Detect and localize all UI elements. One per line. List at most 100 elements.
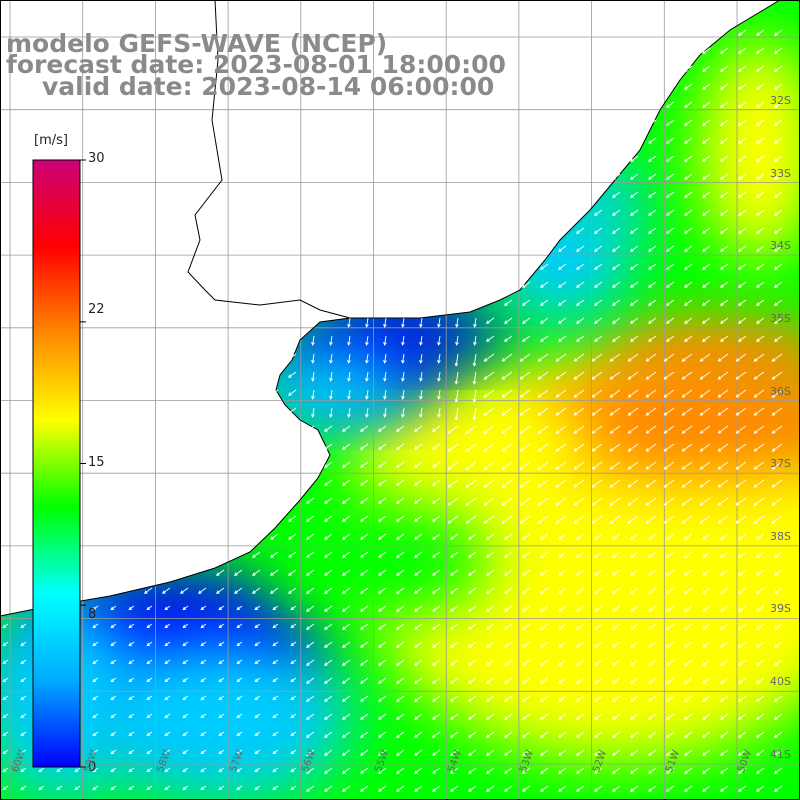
- wind-arrow: [593, 263, 603, 270]
- wind-arrow: [521, 335, 531, 342]
- wind-arrow: [683, 101, 693, 108]
- wind-arrow: [323, 551, 333, 558]
- wind-arrow: [611, 209, 621, 216]
- wind-arrow: [699, 443, 711, 452]
- wind-arrow: [593, 227, 603, 234]
- wind-arrow: [773, 731, 783, 738]
- wind-arrow: [377, 515, 387, 522]
- wind-arrow: [755, 191, 765, 198]
- wind-arrow: [665, 569, 675, 576]
- lat-label: 39S: [770, 602, 791, 615]
- wind-arrow: [629, 659, 639, 666]
- wind-arrow: [573, 443, 585, 452]
- wind-arrow: [699, 497, 711, 506]
- wind-arrow: [218, 659, 225, 665]
- wind-arrow: [737, 695, 747, 702]
- wind-arrow: [341, 587, 351, 594]
- wind-arrow: [341, 605, 351, 612]
- wind-arrow: [251, 587, 261, 594]
- wind-arrow: [483, 443, 495, 452]
- wind-arrow: [485, 767, 495, 774]
- wind-arrow: [341, 785, 351, 792]
- wind-arrow: [773, 695, 783, 702]
- wind-arrow: [647, 317, 657, 324]
- wind-arrow: [663, 479, 675, 488]
- wind-arrow: [593, 569, 603, 576]
- wind-arrow: [665, 281, 675, 288]
- wind-arrow: [557, 533, 567, 540]
- wind-arrow: [773, 317, 783, 324]
- wind-arrow: [737, 29, 747, 36]
- wind-arrow: [629, 191, 639, 198]
- wind-arrow: [383, 335, 387, 346]
- wind-arrow: [128, 623, 135, 629]
- wind-arrow: [377, 479, 387, 486]
- wind-arrow: [647, 641, 657, 648]
- wind-arrow: [647, 695, 657, 702]
- wind-arrow: [413, 785, 423, 792]
- wind-arrow: [773, 101, 783, 108]
- wind-arrow: [771, 353, 783, 362]
- wind-arrow: [737, 173, 747, 180]
- wind-arrow: [557, 623, 567, 630]
- wind-arrow: [272, 605, 279, 611]
- wind-arrow: [701, 785, 711, 792]
- wind-arrow: [501, 353, 513, 362]
- wind-arrow: [465, 461, 477, 470]
- wind-arrow: [254, 605, 261, 611]
- wind-arrow: [629, 245, 639, 252]
- wind-arrow: [413, 623, 423, 630]
- wind-arrow: [501, 389, 513, 398]
- wind-arrow: [272, 623, 279, 629]
- wind-arrow: [737, 317, 747, 324]
- wind-arrow: [2, 713, 9, 719]
- wind-arrow: [164, 695, 171, 701]
- wind-arrow: [539, 767, 549, 774]
- wind-arrow: [413, 461, 423, 468]
- wind-arrow: [305, 677, 315, 684]
- wind-arrow: [717, 497, 729, 506]
- wind-arrow: [683, 749, 693, 756]
- wind-arrow: [539, 551, 549, 558]
- wind-arrow: [629, 533, 639, 540]
- wind-arrow: [665, 731, 675, 738]
- wind-arrow: [254, 659, 261, 665]
- wind-arrow: [645, 389, 657, 398]
- wind-arrow: [593, 335, 603, 342]
- wind-arrow: [627, 407, 639, 416]
- wind-zone-moderate: [270, 500, 490, 620]
- wind-arrow: [575, 317, 585, 324]
- wind-arrow: [773, 677, 783, 684]
- wind-arrow: [755, 641, 765, 648]
- wind-arrow: [609, 497, 621, 506]
- wind-arrow: [305, 497, 315, 504]
- wind-arrow: [537, 353, 549, 362]
- wind-arrow: [609, 371, 621, 380]
- wind-arrow: [773, 65, 783, 72]
- wind-arrow: [627, 497, 639, 506]
- colorbar-tick-22: 22: [88, 302, 105, 317]
- wind-arrow: [591, 443, 603, 452]
- wind-arrow: [701, 623, 711, 630]
- wind-arrow: [305, 731, 315, 738]
- wind-arrow: [323, 443, 333, 450]
- wind-arrow: [575, 227, 585, 234]
- wind-arrow: [467, 785, 477, 792]
- wind-arrow: [395, 731, 405, 738]
- wind-arrow: [272, 695, 279, 701]
- lat-label: 40S: [770, 675, 791, 688]
- wind-arrow: [593, 299, 603, 306]
- wind-arrow: [377, 677, 387, 684]
- wind-arrow: [483, 461, 495, 470]
- wind-arrow: [593, 533, 603, 540]
- wind-arrow: [377, 497, 387, 504]
- wind-arrow: [701, 119, 711, 126]
- wind-arrow: [395, 515, 405, 522]
- wind-arrow: [539, 299, 549, 306]
- wind-arrow: [272, 659, 279, 665]
- wind-arrow: [575, 695, 585, 702]
- wind-arrow: [701, 749, 711, 756]
- wind-arrow: [437, 389, 441, 400]
- wind-arrow: [287, 587, 297, 594]
- wind-arrow: [359, 731, 369, 738]
